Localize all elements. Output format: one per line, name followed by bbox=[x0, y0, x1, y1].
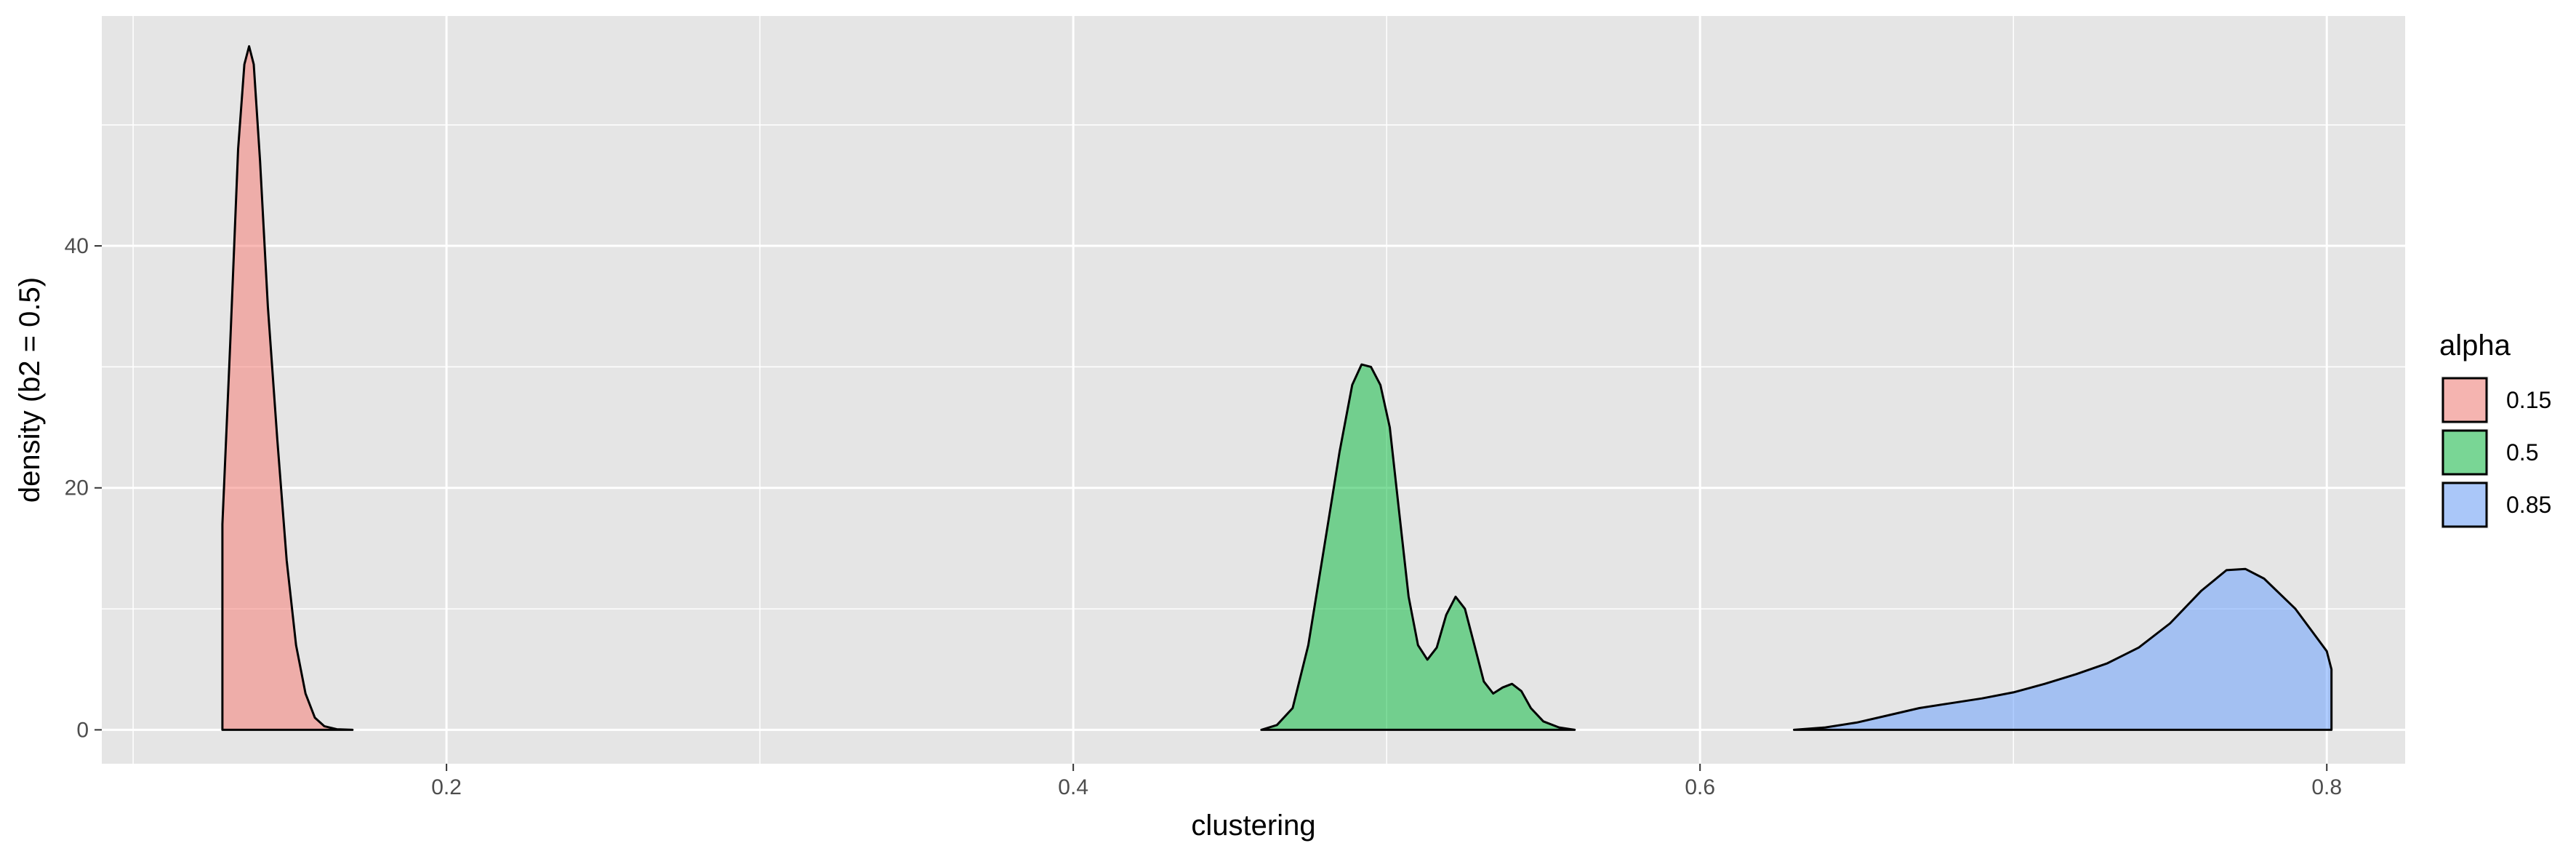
y-tick-label: 20 bbox=[65, 476, 89, 500]
x-axis-title: clustering bbox=[1191, 810, 1315, 842]
x-axis: 0.2 0.4 0.6 0.8 bbox=[431, 764, 2342, 799]
y-tick-label: 40 bbox=[65, 234, 89, 258]
legend-swatch-0.85 bbox=[2441, 482, 2488, 528]
grid-major bbox=[102, 16, 2405, 764]
legend-items: 0.15 0.5 0.85 bbox=[2441, 376, 2551, 529]
y-axis: 0 20 40 bbox=[65, 234, 102, 742]
legend-swatch-0.15 bbox=[2441, 377, 2488, 423]
density-area-0.5 bbox=[1260, 363, 1576, 731]
x-tick-label: 0.4 bbox=[1058, 775, 1088, 799]
x-tick-label: 0.8 bbox=[2311, 775, 2342, 799]
legend-label-0.15: 0.15 bbox=[2506, 387, 2551, 413]
legend-label-0.85: 0.85 bbox=[2506, 492, 2551, 518]
legend-label-0.5: 0.5 bbox=[2506, 439, 2538, 466]
density-area-0.85 bbox=[1793, 567, 2333, 731]
grid-minor bbox=[102, 16, 2405, 764]
density-area-0.15 bbox=[221, 45, 354, 731]
density-series bbox=[221, 45, 2333, 731]
x-tick-label: 0.6 bbox=[1685, 775, 1715, 799]
legend: alpha 0.15 0.5 0.85 bbox=[2439, 329, 2551, 529]
legend-title: alpha bbox=[2439, 329, 2511, 361]
plot-panel bbox=[102, 16, 2405, 764]
x-tick-label: 0.2 bbox=[431, 775, 462, 799]
legend-swatch-0.5 bbox=[2441, 429, 2488, 476]
y-tick-label: 0 bbox=[76, 718, 89, 742]
y-axis-title: density (b2 = 0.5) bbox=[14, 277, 46, 503]
